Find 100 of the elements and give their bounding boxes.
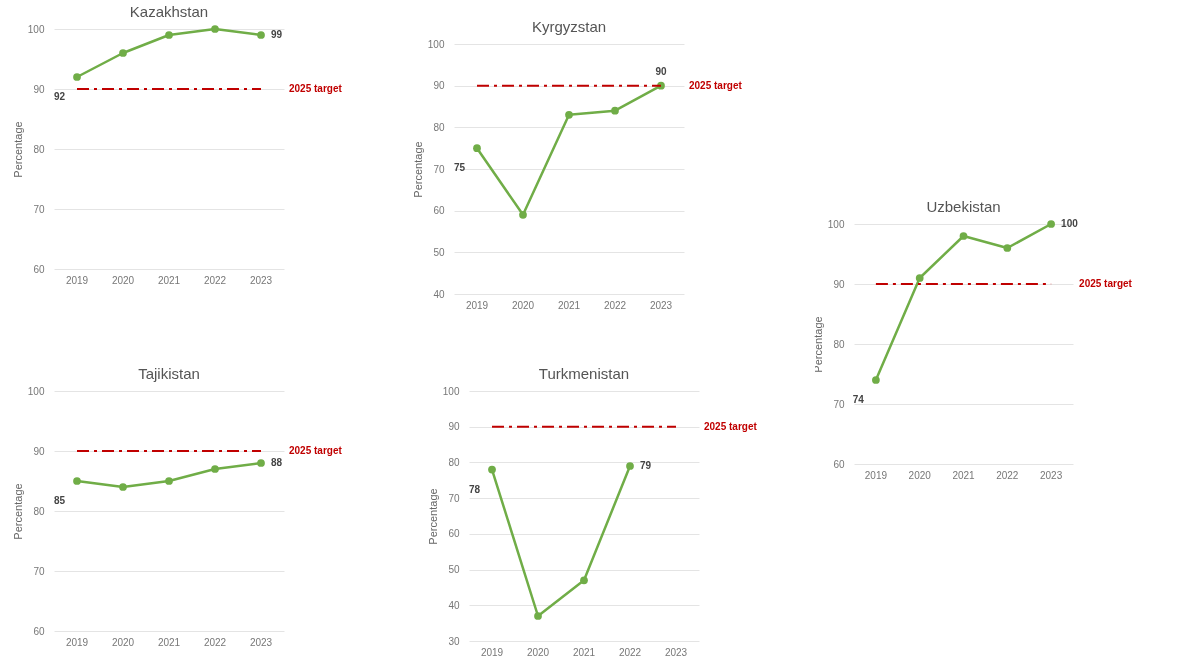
data-label: 90 [655,65,667,77]
data-label: 75 [453,162,466,174]
y-tick-label: 100 [442,385,460,397]
point [257,31,265,39]
y-axis-title: Percentage [811,316,824,373]
x-tick-label: 2023 [249,636,273,648]
x-tick-label: 2022 [618,646,642,658]
x-tick-label: 2021 [572,646,596,658]
point [119,483,127,491]
y-tick-label: 40 [433,288,445,300]
ref-line-label: 2025 target [704,420,758,432]
y-tick-label: 90 [433,80,445,92]
point [165,31,173,39]
point [626,462,634,470]
x-tick-label: 2022 [203,274,227,286]
y-tick-label: 70 [433,163,445,175]
x-tick-label: 2021 [157,636,181,648]
point [119,49,127,57]
y-tick-label: 70 [33,203,45,215]
y-axis-title: Percentage [11,483,24,540]
ref-line-label: 2025 target [289,445,343,456]
ref-line-label: 2025 target [289,83,343,94]
data-label: 79 [640,460,652,471]
data-label: 100 [1061,218,1079,229]
x-tick-label: 2020 [111,274,135,286]
x-tick-label: 2020 [111,636,135,648]
x-tick-label: 2020 [511,299,535,311]
x-tick-label: 2022 [203,636,227,648]
point [73,73,81,81]
point [165,477,173,485]
y-tick-label: 60 [33,263,45,275]
data-label: 85 [53,495,66,506]
y-tick-label: 80 [833,338,845,350]
chart-title: Kazakhstan [129,3,209,20]
point [580,576,588,585]
y-tick-label: 90 [833,278,845,290]
point [211,25,219,33]
y-tick-label: 60 [833,458,845,470]
x-tick-label: 2023 [1039,469,1063,481]
y-tick-label: 80 [448,456,460,468]
y-axis-title: Percentage [426,488,439,545]
point [211,465,219,473]
point [959,232,968,240]
ref-line-label: 2025 target [689,79,743,91]
y-tick-label: 90 [33,83,45,95]
y-tick-label: 70 [833,398,845,410]
y-tick-label: 60 [448,528,460,540]
point [565,110,573,119]
data-label: 92 [53,91,66,102]
data-label: 78 [468,483,481,495]
y-tick-label: 60 [433,205,445,217]
point [519,210,527,219]
y-tick-label: 90 [33,445,45,457]
y-tick-label: 40 [448,599,460,611]
y-tick-label: 90 [448,421,460,433]
data-label: 74 [852,394,865,405]
y-tick-label: 100 [27,385,45,397]
y-tick-label: 100 [827,218,845,230]
y-tick-label: 80 [433,121,445,133]
x-tick-label: 2021 [557,299,581,311]
point [611,106,619,115]
x-tick-label: 2019 [65,636,89,648]
x-tick-label: 2019 [465,299,489,311]
chart-title: Kyrgyzstan [531,18,607,35]
y-tick-label: 80 [33,143,45,155]
y-axis-title: Percentage [11,121,24,178]
y-tick-label: 60 [33,625,45,637]
x-tick-label: 2019 [480,646,504,658]
data-label: 88 [271,457,283,468]
x-tick-label: 2022 [996,469,1019,481]
point [1047,220,1055,228]
point [915,274,924,282]
y-tick-label: 30 [448,635,460,647]
point [73,477,81,485]
x-tick-label: 2019 [65,274,89,286]
y-axis-title: Percentage [411,141,424,198]
chart-title: Turkmenistan [538,365,630,382]
chart-title: Tajikistan [138,365,200,382]
x-tick-label: 2021 [157,274,181,286]
point [257,459,265,467]
x-tick-label: 2023 [649,299,673,311]
x-tick-label: 2021 [952,469,976,481]
x-tick-label: 2023 [664,646,688,658]
point [473,144,481,153]
y-tick-label: 100 [427,38,445,50]
x-tick-label: 2020 [526,646,550,658]
chart-title: Uzbekistan [926,198,1001,215]
y-tick-label: 70 [448,492,460,504]
y-tick-label: 70 [33,565,45,577]
point [488,465,496,474]
data-label: 99 [271,29,283,40]
point [1003,244,1012,252]
y-tick-label: 50 [448,564,460,576]
x-tick-label: 2020 [908,469,932,481]
x-tick-label: 2022 [603,299,627,311]
ref-line-label: 2025 target [1079,278,1133,289]
x-tick-label: 2019 [864,469,888,481]
y-tick-label: 50 [433,246,445,258]
y-tick-label: 100 [27,23,45,35]
y-tick-label: 80 [33,505,45,517]
